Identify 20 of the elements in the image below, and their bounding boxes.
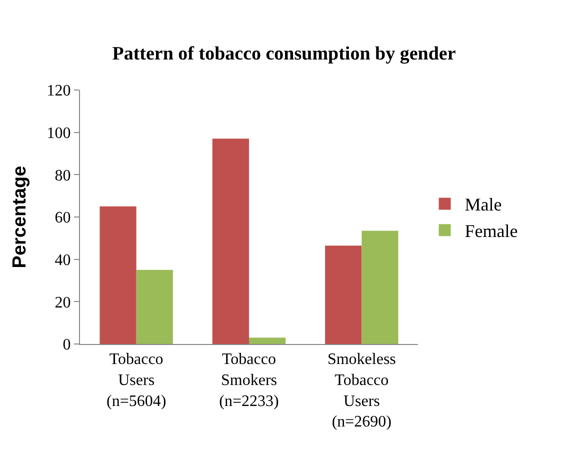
y-tick-label: 40 xyxy=(54,252,71,269)
chart-title: Pattern of tobacco consumption by gender xyxy=(112,44,456,65)
x-tick-label: Smokeless Tobacco Users (n=2690) xyxy=(327,351,396,431)
bar xyxy=(136,270,173,344)
bar xyxy=(100,206,136,344)
y-tick-label: 100 xyxy=(46,124,71,142)
bar xyxy=(249,338,286,344)
bar xyxy=(212,138,249,344)
y-tick-label: 80 xyxy=(54,167,71,184)
bar xyxy=(325,246,362,344)
y-tick-label: 20 xyxy=(54,294,71,312)
x-tick-label: Tobacco Users (n=5604) xyxy=(106,351,166,410)
y-tick-label: 120 xyxy=(46,82,71,100)
y-axis-title: Percentage xyxy=(10,166,31,268)
y-tick-label: 60 xyxy=(54,210,71,227)
legend-label: Male xyxy=(464,194,502,215)
y-tick-label: 0 xyxy=(62,336,71,354)
bar xyxy=(362,230,398,344)
x-tick-label: Tobacco Smokers (n=2233) xyxy=(219,351,279,410)
legend-label: Female xyxy=(464,221,518,242)
